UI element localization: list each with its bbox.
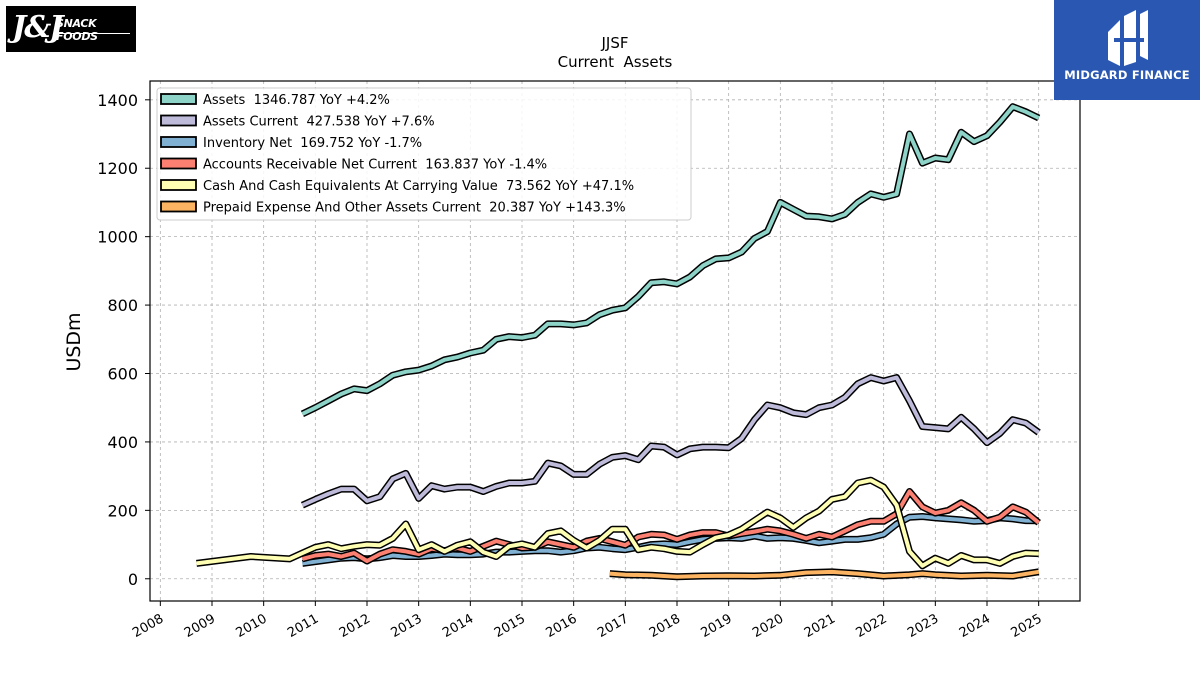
publisher-logo-icon <box>1108 10 1148 66</box>
chart-subtitle: Current Assets <box>558 53 673 71</box>
legend-swatch <box>160 179 197 191</box>
x-tick-label: 2014 <box>440 611 476 641</box>
company-logo-underline <box>58 33 130 34</box>
x-tick-label: 2018 <box>647 611 683 641</box>
y-tick-label: 1200 <box>97 159 138 178</box>
y-tick-label: 1000 <box>97 228 138 247</box>
x-tick-label: 2008 <box>130 611 166 641</box>
legend-swatch <box>160 157 197 170</box>
chart-title: JJSF <box>601 34 629 52</box>
company-logo-word: SNACK FOODS <box>56 17 98 43</box>
y-tick-label: 400 <box>107 433 138 452</box>
series-line-cash-and-cash-equivalents-at-carrying-value <box>196 478 1039 568</box>
legend-entry: Accounts Receivable Net Current 163.837 … <box>203 158 547 173</box>
series-lines <box>196 103 1041 581</box>
x-tick-label: 2019 <box>699 611 735 641</box>
legend-entry: Assets Current 427.538 YoY +7.6% <box>203 115 435 130</box>
x-tick-label: 2009 <box>182 611 218 641</box>
x-tick-label: 2011 <box>285 611 321 641</box>
legend-entry: Assets 1346.787 YoY +4.2% <box>203 93 390 108</box>
legend-entry: Inventory Net 169.752 YoY -1.7% <box>203 136 422 151</box>
series-line-assets-current <box>301 375 1040 508</box>
x-tick-label: 2017 <box>595 611 631 641</box>
y-tick-label: 800 <box>107 296 138 315</box>
x-tick-label: 2013 <box>389 611 425 641</box>
series-line-accounts-receivable-net-current <box>301 489 1040 563</box>
x-tick-label: 2010 <box>234 611 270 641</box>
series-line-inventory-net <box>302 514 1039 566</box>
x-tick-label: 2022 <box>854 611 890 641</box>
legend-entry: Cash And Cash Equivalents At Carrying Va… <box>203 179 634 194</box>
series-line-prepaid-expense-and-other-assets-current <box>609 569 1040 579</box>
legend-entry: Prepaid Expense And Other Assets Current… <box>203 201 626 216</box>
legend-swatch <box>160 114 197 127</box>
legend-swatch <box>160 200 197 213</box>
legend-swatch <box>160 136 197 148</box>
publisher-logo-text: MIDGARD FINANCE <box>1064 68 1190 82</box>
x-tick-label: 2025 <box>1009 611 1045 641</box>
y-tick-label: 0 <box>128 570 138 589</box>
legend: Assets 1346.787 YoY +4.2% Assets Current … <box>156 87 692 221</box>
x-tick-label: 2023 <box>905 611 941 641</box>
x-tick-label: 2020 <box>750 611 786 641</box>
x-tick-label: 2015 <box>492 611 528 641</box>
plot-frame <box>149 80 1081 602</box>
y-tick-label: 600 <box>107 365 138 384</box>
y-tick-label: 200 <box>107 501 138 520</box>
x-tick-label: 2012 <box>337 611 373 641</box>
legend-box <box>156 87 692 221</box>
legend-swatch <box>160 93 197 105</box>
x-tick-label: 2016 <box>544 611 580 641</box>
publisher-logo: MIDGARD FINANCE <box>1054 0 1200 100</box>
series-line-assets <box>301 104 1040 416</box>
x-tick-label: 2021 <box>802 611 838 641</box>
y-axis-label: USDm <box>63 312 85 371</box>
company-logo-mark: J&J <box>12 10 64 45</box>
y-tick-label: 1400 <box>97 91 138 110</box>
x-tick-label: 2024 <box>957 611 993 641</box>
company-logo: J&J SNACK FOODS <box>6 6 136 52</box>
